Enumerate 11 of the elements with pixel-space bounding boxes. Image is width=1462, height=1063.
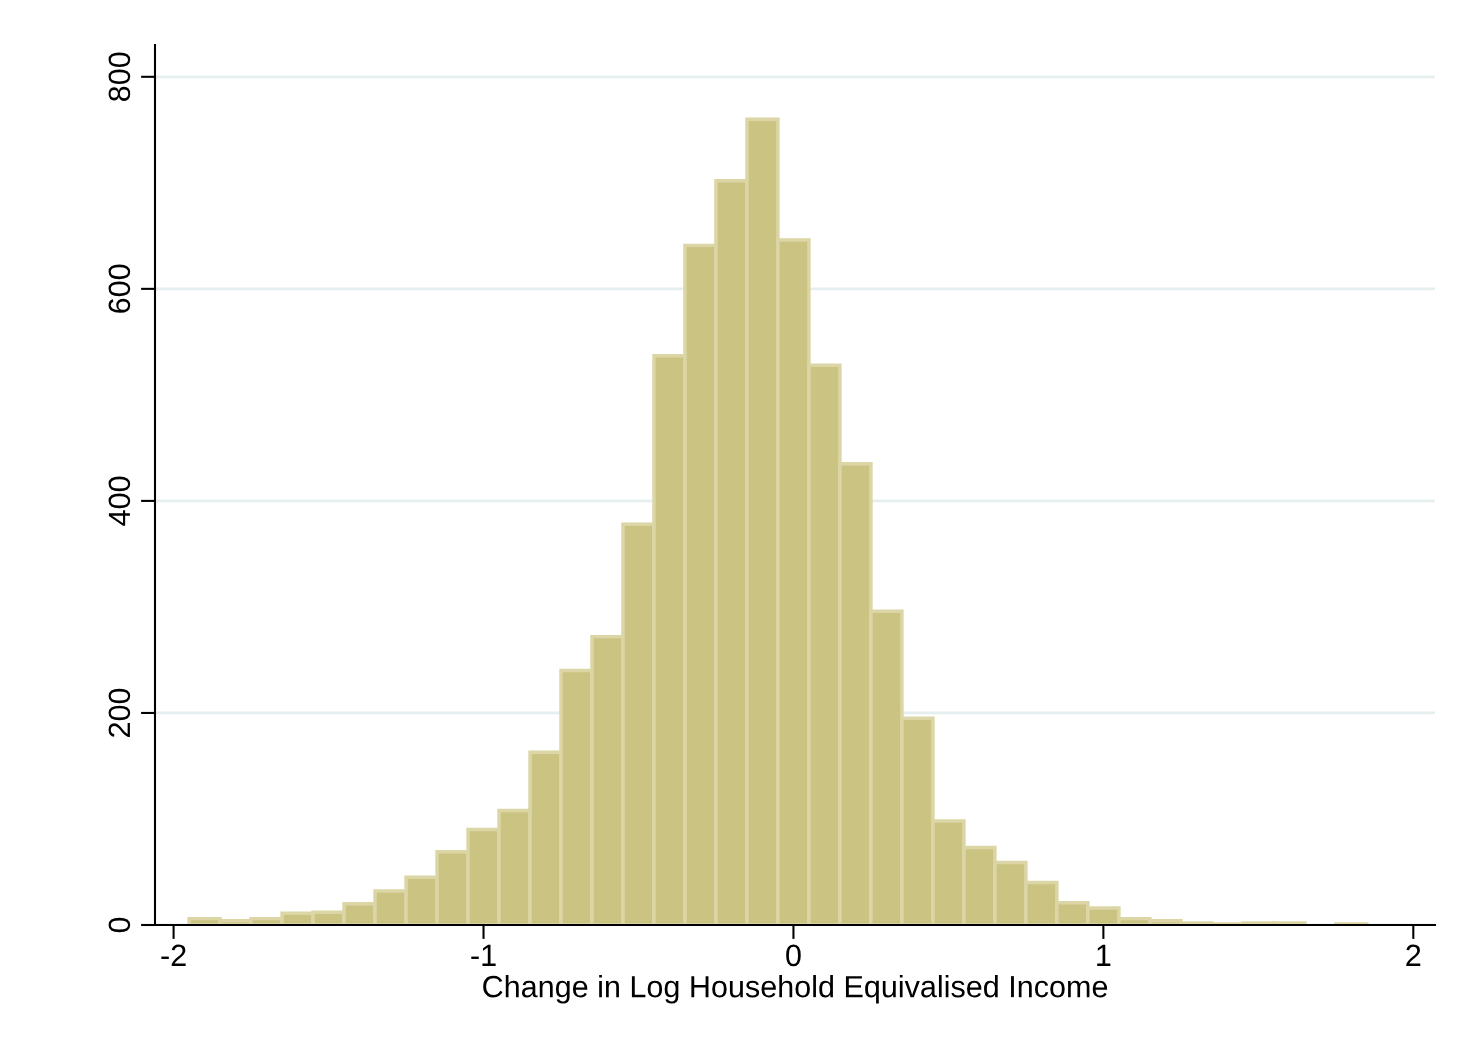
x-tick-label: 1 [1097,944,1111,966]
y-tick-label: 0 [108,917,131,933]
y-tick-label: 200 [108,688,131,737]
y-tick-label: 800 [108,52,131,101]
x-tick-label: 0 [786,944,801,967]
x-tick-label: -1 [471,944,496,966]
x-axis-title: Change in Log Household Equivalised Income [483,975,1108,1004]
x-tick-label: 2 [1406,944,1421,966]
x-tick-label: -2 [161,944,186,966]
y-tick-label: 600 [108,264,131,313]
y-tick-label: 400 [108,476,131,526]
